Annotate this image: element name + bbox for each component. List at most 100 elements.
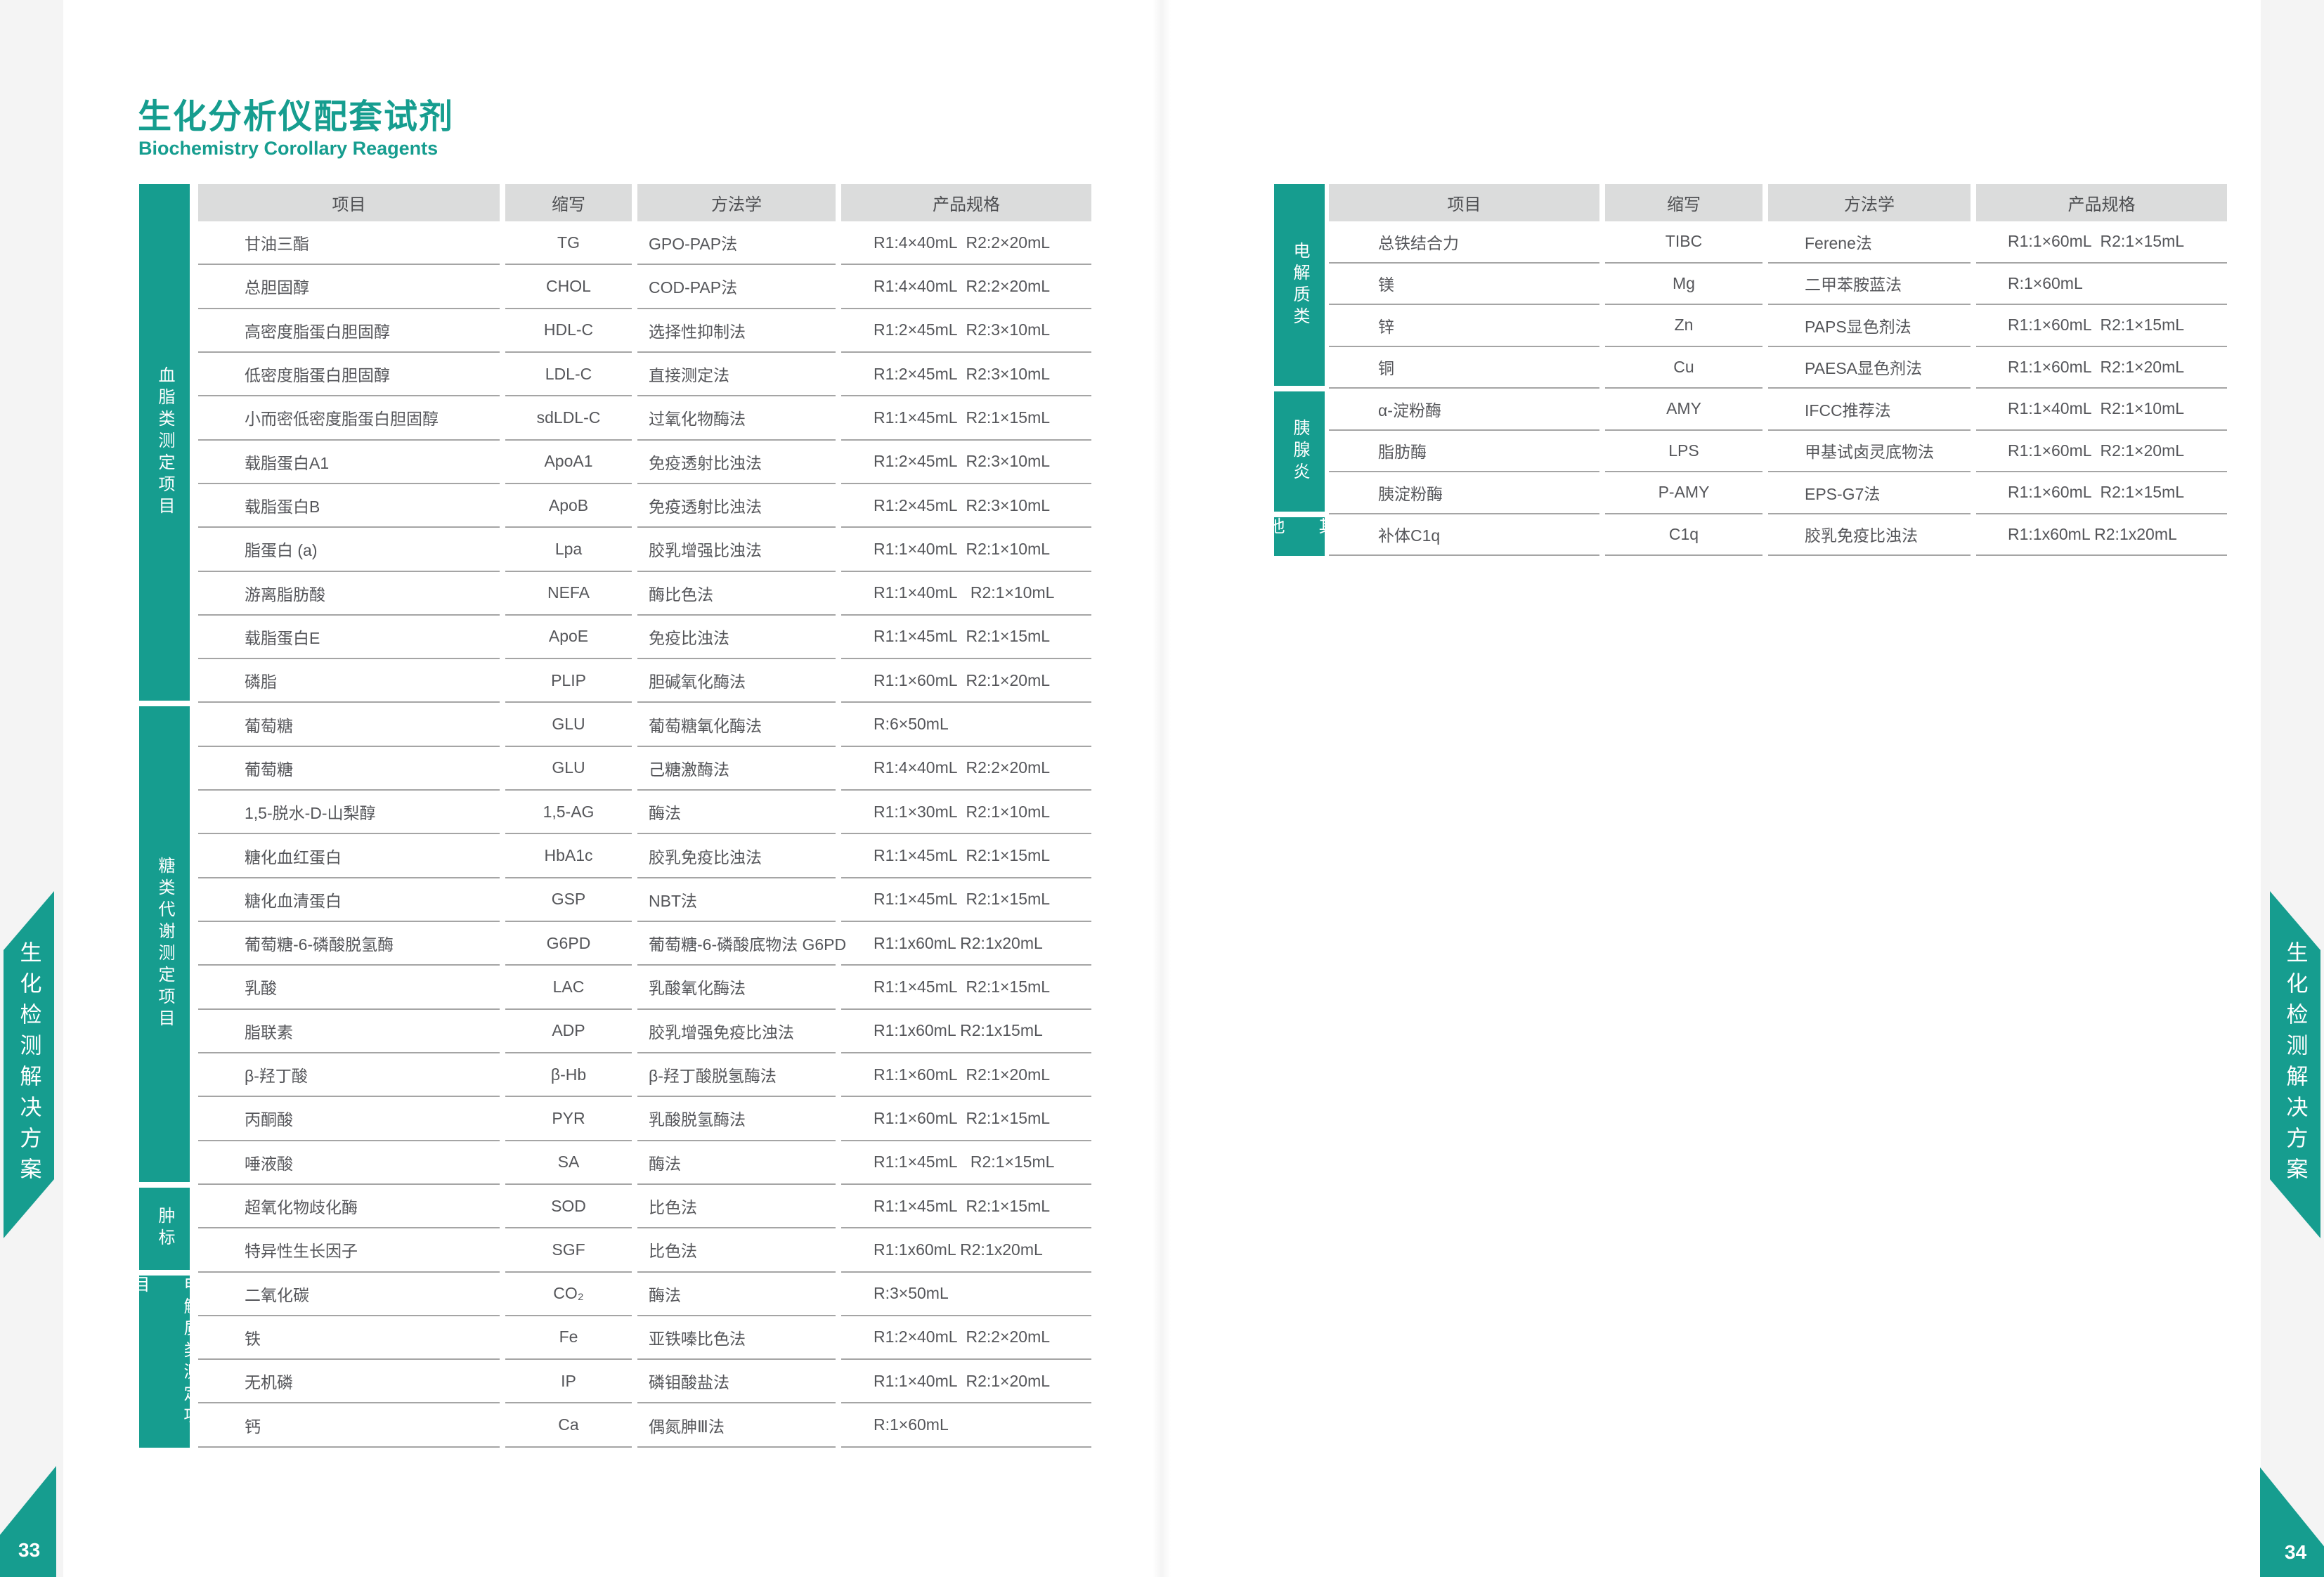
method-cell: IFCC推荐法 <box>1768 389 1971 431</box>
page-subtitle: Biochemistry Corollary Reagents <box>138 138 439 159</box>
spec-cell: R1:1×60mL R2:1×15mL <box>1976 472 2227 514</box>
spec-cell: R1:1×60mL R2:1×15mL <box>1976 305 2227 347</box>
page-number: 34 <box>2285 1541 2307 1563</box>
column-header: 方法学 <box>637 184 836 221</box>
method-cell: 选择性抑制法 <box>637 309 836 353</box>
table-row: 唾液酸 SA 酶法 R1:1×45mL R2:1×15mL <box>198 1141 1091 1185</box>
method-cell: β-羟丁酸脱氢酶法 <box>637 1053 836 1098</box>
item-cell: 糖化血红蛋白 <box>198 834 500 878</box>
spec-cell: R1:1×45mL R2:1×15mL <box>841 834 1091 878</box>
item-cell: β-羟丁酸 <box>198 1053 500 1098</box>
item-cell: 唾液酸 <box>198 1141 500 1185</box>
item-cell: 载脂蛋白A1 <box>198 441 500 484</box>
side-banner-text: 生化检测解决方案 <box>16 941 41 1188</box>
table-row: 脂蛋白 (a) Lpa 胶乳增强比浊法 R1:1×40mL R2:1×10mL <box>198 528 1091 572</box>
spec-cell: R1:1×60mL R2:1×20mL <box>841 1053 1091 1098</box>
page-fold-seam <box>1153 0 1171 1577</box>
method-cell: 偶氮胂Ⅲ法 <box>637 1403 836 1448</box>
abbr-cell: Cu <box>1605 347 1763 389</box>
method-cell: PAESA显色剂法 <box>1768 347 1971 389</box>
table-header-row: 项目 缩写 方法学 产品规格 <box>198 184 1091 221</box>
table-row: 镁 Mg 二甲苯胺蓝法 R:1×60mL <box>1329 264 2227 305</box>
spec-cell: R1:1×60mL R2:1×20mL <box>841 659 1091 703</box>
column-header: 项目 <box>1329 184 1599 221</box>
method-cell: 二甲苯胺蓝法 <box>1768 264 1971 305</box>
spec-cell: R1:1×45mL R2:1×15mL <box>841 1141 1091 1185</box>
item-cell: 钙 <box>198 1403 500 1448</box>
abbr-cell: ADP <box>505 1010 632 1053</box>
table-rows: 项目 缩写 方法学 产品规格 甘油三酯 TG GPO-PAP法 R1:4×40mL R2:2×… <box>198 184 1091 1448</box>
item-cell: 锌 <box>1329 305 1599 347</box>
abbr-cell: β-Hb <box>505 1053 632 1098</box>
abbr-cell: ApoB <box>505 484 632 528</box>
column-header: 缩写 <box>505 184 632 221</box>
spec-cell: R1:2×45mL R2:3×10mL <box>841 484 1091 528</box>
item-cell: 1,5-脱水-D-山梨醇 <box>198 791 500 835</box>
abbr-cell: CHOL <box>505 265 632 309</box>
item-cell: 特异性生长因子 <box>198 1228 500 1273</box>
abbr-cell: SA <box>505 1141 632 1185</box>
spec-cell: R1:1×45mL R2:1×15mL <box>841 966 1091 1010</box>
spec-cell: R:1×60mL <box>1976 264 2227 305</box>
method-cell: GPO-PAP法 <box>637 221 836 266</box>
category-cell: 血脂类测定项目 <box>139 184 190 701</box>
page-title: 生化分析仪配套试剂 <box>138 98 455 136</box>
spec-cell: R1:1x60mL R2:1x20mL <box>841 1228 1091 1273</box>
spec-cell: R1:4×40mL R2:2×20mL <box>841 747 1091 791</box>
category-label: 其他 <box>1265 517 1335 539</box>
table-row: 总铁结合力 TIBC Ferene法 R1:1×60mL R2:1×15mL <box>1329 221 2227 264</box>
table-row: 高密度脂蛋白胆固醇 HDL-C 选择性抑制法 R1:2×45mL R2:3×10mL <box>198 309 1091 353</box>
abbr-cell: HDL-C <box>505 309 632 353</box>
spec-cell: R1:1×40mL R2:1×20mL <box>841 1360 1091 1404</box>
abbr-cell: GSP <box>505 878 632 922</box>
method-cell: 酶比色法 <box>637 572 836 616</box>
category-cell: 肿标 <box>139 1188 190 1270</box>
item-cell: 载脂蛋白B <box>198 484 500 528</box>
abbr-cell: PYR <box>505 1097 632 1141</box>
method-cell: 免疫比浊法 <box>637 616 836 660</box>
abbr-cell: SGF <box>505 1228 632 1273</box>
table-row: α-淀粉酶 AMY IFCC推荐法 R1:1×40mL R2:1×10mL <box>1329 389 2227 431</box>
method-cell: 胶乳免疫比浊法 <box>637 834 836 878</box>
side-banner-left: 生化检测解决方案 <box>4 891 54 1238</box>
abbr-cell: Ca <box>505 1403 632 1448</box>
item-cell: 铜 <box>1329 347 1599 389</box>
item-cell: 脂联素 <box>198 1010 500 1053</box>
category-label: 胰腺炎 <box>1290 418 1309 484</box>
page-number: 33 <box>18 1539 41 1561</box>
method-cell: 胆碱氧化酶法 <box>637 659 836 703</box>
table-row: 铜 Cu PAESA显色剂法 R1:1×60mL R2:1×20mL <box>1329 347 2227 389</box>
spec-cell: R1:1×60mL R2:1×20mL <box>1976 431 2227 472</box>
abbr-cell: Mg <box>1605 264 1763 305</box>
method-cell: 比色法 <box>637 1185 836 1229</box>
table-row: 糖化血红蛋白 HbA1c 胶乳免疫比浊法 R1:1×45mL R2:1×15mL <box>198 834 1091 878</box>
abbr-cell: LDL-C <box>505 353 632 397</box>
left-page-margin <box>0 0 63 1577</box>
method-cell: 胶乳增强免疫比浊法 <box>637 1010 836 1053</box>
spec-cell: R1:1×30mL R2:1×10mL <box>841 791 1091 835</box>
method-cell: 胶乳增强比浊法 <box>637 528 836 572</box>
abbr-cell: TG <box>505 221 632 266</box>
item-cell: 脂蛋白 (a) <box>198 528 500 572</box>
side-banner-right: 生化检测解决方案 <box>2270 891 2320 1238</box>
spec-cell: R1:1×40mL R2:1×10mL <box>841 572 1091 616</box>
category-label: 电解质类测定项目 <box>130 1275 200 1428</box>
abbr-cell: ApoE <box>505 616 632 660</box>
abbr-cell: sdLDL-C <box>505 396 632 441</box>
spec-cell: R1:1×60mL R2:1×20mL <box>1976 347 2227 389</box>
column-header: 产品规格 <box>841 184 1091 221</box>
table-row: 特异性生长因子 SGF 比色法 R1:1x60mL R2:1x20mL <box>198 1228 1091 1273</box>
item-cell: 二氧化碳 <box>198 1273 500 1316</box>
method-cell: 己糖激酶法 <box>637 747 836 791</box>
method-cell: 乳酸氧化酶法 <box>637 966 836 1010</box>
item-cell: 葡萄糖-6-磷酸脱氢酶 <box>198 922 500 966</box>
table-row: 超氧化物歧化酶 SOD 比色法 R1:1×45mL R2:1×15mL <box>198 1185 1091 1229</box>
spec-cell: R1:1×60mL R2:1×15mL <box>1976 221 2227 264</box>
item-cell: 小而密低密度脂蛋白胆固醇 <box>198 396 500 441</box>
method-cell: 葡萄糖氧化酶法 <box>637 703 836 747</box>
spec-cell: R:3×50mL <box>841 1273 1091 1316</box>
item-cell: 总铁结合力 <box>1329 221 1599 264</box>
spec-cell: R1:4×40mL R2:2×20mL <box>841 221 1091 266</box>
table-row: 二氧化碳 CO₂ 酶法 R:3×50mL <box>198 1273 1091 1316</box>
method-cell: 酶法 <box>637 791 836 835</box>
